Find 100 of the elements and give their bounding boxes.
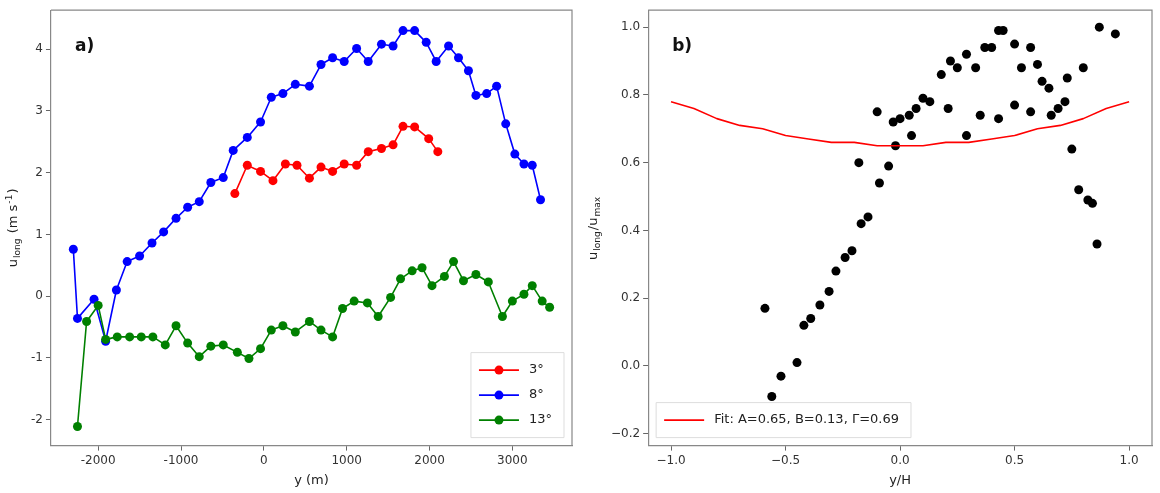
point — [268, 176, 278, 186]
point — [1087, 198, 1097, 208]
point — [339, 159, 349, 169]
point — [799, 320, 809, 330]
point — [1010, 100, 1020, 110]
point — [388, 140, 398, 150]
point — [388, 41, 398, 51]
point — [527, 160, 537, 170]
point — [242, 160, 252, 170]
point — [417, 263, 427, 273]
point — [72, 421, 82, 431]
x-tick-label: 0.0 — [890, 452, 910, 467]
point — [527, 281, 537, 291]
point — [824, 286, 834, 296]
annotation: a) — [74, 34, 95, 55]
legend-label: 13° — [528, 411, 552, 427]
point — [232, 347, 242, 357]
point — [148, 332, 158, 342]
legend-label: Fit: A=0.65, B=0.13, Γ=0.69 — [714, 411, 899, 427]
point — [82, 316, 92, 326]
point — [433, 147, 443, 157]
point — [160, 340, 170, 350]
point — [339, 56, 349, 66]
y-axis-title: ulong (m s-1) — [3, 188, 23, 268]
point — [352, 160, 362, 170]
point — [206, 178, 216, 188]
point — [396, 274, 406, 284]
point — [171, 213, 181, 223]
x-tick-label: −0.5 — [770, 452, 801, 467]
point — [831, 266, 841, 276]
point — [510, 149, 520, 159]
y-tick-label: 4 — [35, 41, 43, 56]
point — [122, 257, 132, 267]
x-tick-label: 1.0 — [1119, 452, 1139, 467]
point — [244, 354, 254, 364]
point — [961, 131, 971, 141]
point — [1074, 185, 1084, 195]
y-tick-label: -1 — [31, 350, 43, 365]
point — [936, 70, 946, 80]
point — [501, 119, 511, 129]
point — [874, 178, 884, 188]
point — [328, 332, 338, 342]
point — [242, 132, 252, 142]
point — [316, 60, 326, 70]
point — [230, 189, 240, 199]
x-tick-label: 0 — [260, 452, 268, 467]
point — [1094, 22, 1104, 32]
point — [183, 202, 193, 212]
point — [363, 147, 373, 157]
point — [471, 90, 481, 100]
point — [519, 289, 529, 299]
y-tick-label: 0 — [35, 288, 43, 303]
point — [256, 166, 266, 176]
point — [112, 332, 122, 342]
point — [444, 41, 454, 51]
y-tick-label: −0.2 — [611, 425, 641, 440]
point — [792, 358, 802, 368]
y-tick-label: -2 — [31, 411, 43, 426]
x-tick-label: 0.5 — [1005, 452, 1025, 467]
point — [943, 103, 953, 113]
point — [68, 244, 78, 254]
point — [228, 145, 238, 155]
x-tick-label: -2000 — [80, 452, 116, 467]
point — [975, 110, 985, 120]
y-tick-label: 1 — [35, 226, 43, 241]
y-tick-label: 0.4 — [621, 222, 641, 237]
y-tick-label: 0.2 — [621, 290, 641, 305]
point — [1078, 63, 1088, 73]
x-tick-label: 1000 — [331, 452, 362, 467]
x-tick-label: −1.0 — [656, 452, 686, 467]
point — [507, 296, 517, 306]
point — [872, 107, 882, 117]
point — [760, 303, 770, 313]
point — [483, 277, 493, 287]
point — [410, 122, 420, 132]
x-tick-label: 2000 — [414, 452, 445, 467]
point — [183, 338, 193, 348]
point — [278, 321, 288, 331]
y-tick-label: 0.0 — [621, 358, 641, 373]
point — [840, 253, 850, 263]
point — [537, 296, 547, 306]
point — [316, 325, 326, 335]
point — [1046, 110, 1056, 120]
point — [1110, 29, 1120, 39]
x-tick-label: 3000 — [497, 452, 528, 467]
point — [256, 344, 266, 354]
point — [373, 312, 383, 322]
point — [1026, 42, 1036, 52]
point — [1037, 76, 1047, 86]
point — [421, 37, 431, 47]
point — [806, 314, 816, 324]
point — [895, 114, 905, 124]
annotation: b) — [672, 34, 693, 55]
point — [863, 212, 873, 222]
point — [386, 292, 396, 302]
point — [111, 285, 121, 295]
point — [398, 26, 408, 36]
point — [290, 327, 300, 337]
point — [776, 371, 786, 381]
point — [1026, 107, 1036, 117]
